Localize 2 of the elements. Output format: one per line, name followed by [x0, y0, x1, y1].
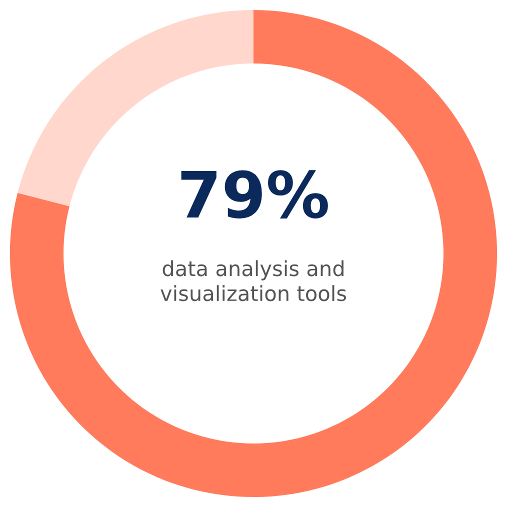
- text: data analysis and visualization tools: [160, 260, 346, 302]
- data-label: 79%: [181, 170, 328, 218]
